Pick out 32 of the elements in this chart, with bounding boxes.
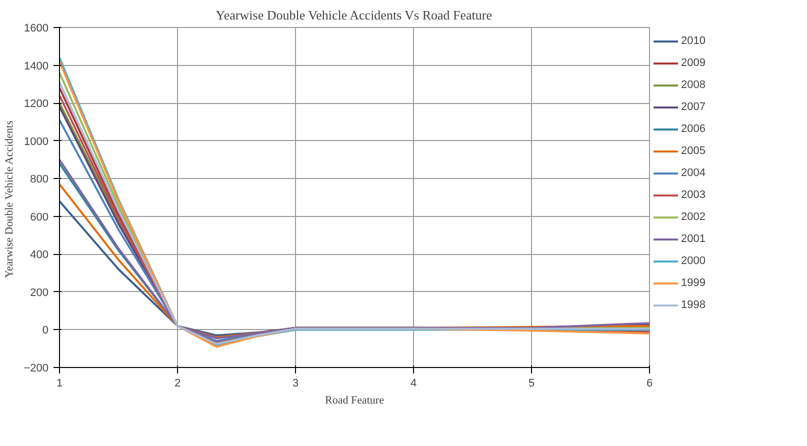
y-tick-label: −200 [24, 362, 49, 374]
x-tick-label: 2 [174, 378, 181, 390]
x-tick-label: 3 [292, 378, 299, 390]
y-tick-label: 800 [30, 174, 49, 186]
y-tick-label: 1200 [24, 98, 49, 110]
x-tick-label: 5 [528, 378, 535, 390]
y-axis-title: Yearwise Double Vehicle Accidents [4, 120, 16, 278]
legend-label: 1999 [681, 277, 706, 289]
y-tick-label: 1600 [24, 22, 49, 34]
legend-label: 2009 [681, 57, 706, 69]
chart-title: Yearwise Double Vehicle Accidents Vs Road Feature [216, 8, 492, 22]
x-tick-label: 6 [646, 378, 653, 390]
legend-label: 2002 [681, 211, 706, 223]
legend-label: 2008 [681, 79, 706, 91]
y-tick-label: 1000 [24, 136, 49, 148]
legend-label: 2004 [681, 167, 706, 179]
x-tick-label: 1 [56, 378, 63, 390]
legend-label: 2003 [681, 189, 706, 201]
y-tick-label: 600 [30, 211, 49, 224]
legend-label: 2005 [681, 145, 706, 157]
legend-label: 2006 [681, 123, 706, 135]
y-tick-label: 0 [42, 324, 49, 337]
y-tick-label: 400 [30, 249, 49, 262]
legend-label: 2010 [681, 35, 706, 47]
legend-label: 1998 [681, 299, 706, 311]
y-tick-label: 1400 [24, 60, 49, 72]
legend-label: 2000 [681, 255, 706, 267]
x-tick-label: 4 [410, 378, 417, 390]
x-axis-title: Road Feature [325, 394, 384, 406]
legend-label: 2007 [681, 101, 706, 113]
y-tick-label: 200 [30, 286, 49, 299]
legend-label: 2001 [681, 233, 706, 245]
